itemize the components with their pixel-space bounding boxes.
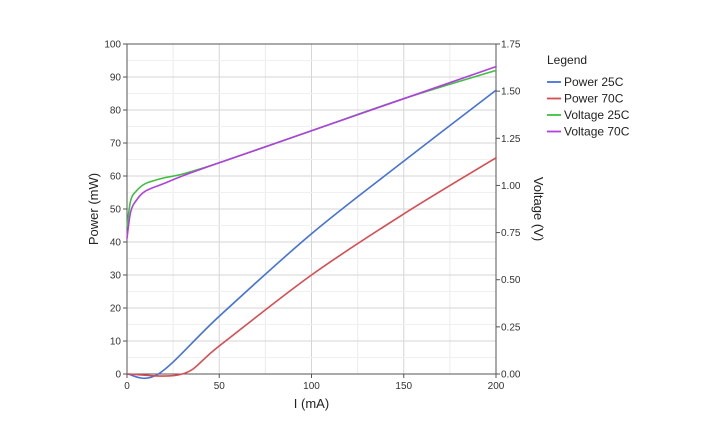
x-tick-label: 100 <box>303 381 320 392</box>
legend-label-voltage-70c: Voltage 70C <box>564 125 630 139</box>
x-axis-ticks: 0 50 100 150 200 <box>124 374 505 392</box>
y-tick-label: 20 <box>110 304 122 315</box>
y-tick-label: 100 <box>104 40 121 51</box>
legend: Legend Power 25C Power 70C Voltage 25C Volt… <box>547 53 630 139</box>
x-tick-label: 150 <box>395 381 412 392</box>
y-tick-label: 30 <box>110 271 122 282</box>
x-tick-label: 50 <box>214 381 226 392</box>
y-axis-left-ticks: 0 10 20 30 40 50 60 70 80 90 100 <box>104 40 127 381</box>
y2-tick-label: 0.25 <box>501 322 521 333</box>
y-tick-label: 50 <box>110 205 122 216</box>
y-tick-label: 40 <box>110 238 122 249</box>
y-axis-left-title: Power (mW) <box>86 173 101 245</box>
y2-tick-label: 0.00 <box>501 370 521 381</box>
series-line-power-25c <box>126 89 497 380</box>
y2-tick-label: 0.50 <box>501 275 521 286</box>
series-layer <box>126 65 497 380</box>
x-tick-label: 200 <box>488 381 505 392</box>
y-tick-label: 80 <box>110 106 122 117</box>
y2-tick-label: 0.75 <box>501 228 521 239</box>
series-line-power-70c <box>126 157 497 377</box>
y2-tick-label: 1.25 <box>501 134 521 145</box>
x-axis-title: I (mA) <box>294 396 329 411</box>
y2-tick-label: 1.50 <box>501 87 521 98</box>
legend-title: Legend <box>547 53 587 67</box>
y-axis-right-ticks: 0.00 0.25 0.50 0.75 1.00 1.25 1.50 1.75 <box>496 40 521 381</box>
legend-label-voltage-25c: Voltage 25C <box>564 108 630 122</box>
y-tick-label: 90 <box>110 73 122 84</box>
y-tick-label: 10 <box>110 337 122 348</box>
y-tick-label: 60 <box>110 172 122 183</box>
y-tick-label: 0 <box>115 370 121 381</box>
legend-label-power-25c: Power 25C <box>564 75 624 89</box>
series-line-voltage-70c <box>126 65 497 240</box>
y-tick-label: 70 <box>110 139 122 150</box>
grid <box>126 43 497 375</box>
y2-tick-label: 1.00 <box>501 181 521 192</box>
legend-label-power-70c: Power 70C <box>564 92 624 106</box>
x-tick-label: 0 <box>124 381 130 392</box>
y2-tick-label: 1.75 <box>501 40 521 51</box>
y-axis-right-title: Voltage (V) <box>531 177 546 241</box>
